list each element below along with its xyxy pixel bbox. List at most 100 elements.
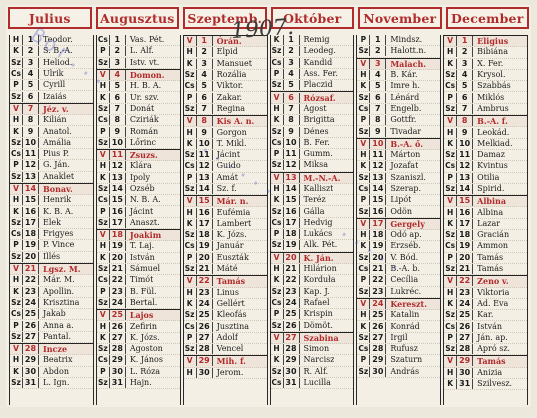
name-day: Bertal. — [129, 297, 158, 307]
day-number: 30 — [456, 367, 474, 378]
weekday-letter: Sz — [271, 286, 282, 296]
weekday-letter: V — [186, 116, 193, 126]
name-day: Zsuzs. — [129, 150, 158, 161]
weekday-letter: Sz — [184, 230, 195, 240]
day-row: H 14 Kalliszt — [270, 184, 354, 196]
weekday-letter: H — [447, 287, 454, 297]
day-number: 6 — [22, 91, 39, 102]
weekday-letter: Sz — [445, 150, 456, 160]
name-day: Gorgon — [216, 127, 247, 137]
day-row: H 19 T. Laj. — [96, 241, 180, 253]
weekday-letter: Sz — [358, 252, 369, 262]
day-row: H 26 Zefirin — [96, 321, 180, 333]
weekday-letter: H — [12, 35, 20, 45]
day-row: Cs 18 Frigyes — [10, 229, 93, 241]
day-number: 21 — [22, 264, 39, 275]
weekday-letter: Sz — [184, 184, 195, 193]
name-day: Amália — [43, 137, 72, 147]
day-number: 21 — [282, 264, 300, 275]
day-row: K 27 K. Józs. — [96, 332, 180, 345]
name-day: Amát — [216, 172, 239, 182]
day-row: P 26 Anna a. — [10, 320, 93, 332]
name-day: Jakab — [43, 309, 66, 319]
day-row: K 5 Imre h. — [357, 81, 441, 93]
day-number: 20 — [108, 252, 126, 263]
weekday-letter: Sz — [271, 320, 282, 330]
weekday-letter: V — [13, 184, 19, 193]
name-day: Vencel — [216, 344, 244, 354]
weekday-letter: Sz — [445, 184, 456, 193]
day-row: V 6 Rózsaf. — [270, 91, 354, 104]
name-day: Lipót — [390, 195, 412, 205]
day-number: 26 — [369, 321, 387, 332]
name-day: Apró sz. — [477, 344, 511, 354]
day-row: K 29 Narcisz — [270, 355, 354, 367]
day-number: 25 — [195, 310, 213, 321]
weekday-letter: H — [273, 264, 280, 274]
day-row: Sz 17 Elek — [10, 217, 93, 230]
day-row: V 20 K. Ján. — [270, 251, 354, 264]
name-day: Lajos — [129, 310, 154, 321]
weekday-letter: Cs — [97, 35, 108, 45]
weekday-letter: K — [360, 81, 367, 91]
weekday-letter: P — [100, 206, 106, 216]
name-day: Özséb — [129, 184, 155, 193]
day-number: 9 — [456, 127, 474, 138]
weekday-letter: K — [99, 332, 106, 342]
day-number: 17 — [369, 218, 387, 229]
day-row: Cs 10 B. Fer. — [270, 137, 354, 149]
month-header: Julius — [8, 7, 92, 29]
day-row: Sz 28 Apró sz. — [444, 344, 527, 356]
weekday-letter: Cs — [184, 241, 195, 251]
day-number: 31 — [22, 378, 39, 389]
weekday-letter: Cs — [445, 321, 456, 331]
day-row: V 25 Lajos — [96, 309, 180, 322]
weekday-letter: Sz — [358, 126, 369, 136]
day-row: Sz 5 Placzid — [270, 80, 354, 92]
day-row: Cs 19 Ammon — [444, 241, 527, 253]
day-row: P 1 Mindsz. — [357, 35, 441, 47]
day-number: 20 — [22, 251, 39, 262]
name-day: G. Ján. — [43, 160, 70, 170]
day-row: Sz 7 Donát — [96, 103, 180, 116]
day-row: Sz 28 Ágoston — [96, 344, 180, 356]
name-day: Szabbás — [477, 81, 511, 91]
weekday-letter: K — [273, 195, 280, 205]
weekday-letter: K — [273, 115, 280, 125]
day-row: Sz 14 Sz. f. — [183, 184, 267, 196]
day-row: Cs 4 Ulrik — [10, 69, 93, 81]
day-row: Sz 10 Amália — [10, 137, 93, 149]
month-header: Augusztus — [95, 7, 179, 29]
day-row: Cs 31 Lucilla — [270, 378, 354, 390]
weekday-letter: Sz — [97, 103, 108, 113]
day-row: Sz 26 Dömöt. — [270, 320, 354, 332]
day-number: 9 — [282, 126, 300, 137]
name-day: Regina — [216, 103, 246, 113]
day-row: Sz 6 Lénárd — [357, 92, 441, 104]
day-number: 10 — [22, 137, 39, 148]
day-row: P 11 Gumm. — [270, 149, 354, 161]
weekday-letter: V — [447, 36, 454, 46]
day-row: V 10 B.-A. ő. — [357, 137, 441, 150]
day-number: 22 — [22, 275, 39, 286]
weekday-letter: Cs — [11, 309, 21, 319]
weekday-letter: Sz — [271, 46, 282, 56]
day-number: 31 — [456, 379, 474, 390]
weekday-letter: Cs — [97, 355, 108, 365]
weekday-letter: K — [273, 35, 280, 45]
weekday-letter: Sz — [358, 366, 369, 376]
day-number: 23 — [108, 286, 126, 297]
name-day: Beatrix — [43, 355, 73, 365]
weekday-letter: H — [273, 344, 280, 354]
name-day: Lőrinc — [129, 137, 156, 147]
name-day: S. B.-A. — [43, 46, 73, 56]
weekday-letter: K — [186, 298, 193, 308]
day-row: K 3 X. Fer. — [444, 58, 527, 70]
name-day: Lénárd — [390, 92, 420, 102]
day-number: 25 — [108, 310, 126, 321]
day-number: 8 — [195, 116, 213, 127]
weekday-letter: V — [447, 356, 454, 366]
day-number: 19 — [22, 240, 39, 251]
day-number: 3 — [369, 58, 387, 69]
day-row: Sz 31 Hajn. — [96, 378, 180, 390]
